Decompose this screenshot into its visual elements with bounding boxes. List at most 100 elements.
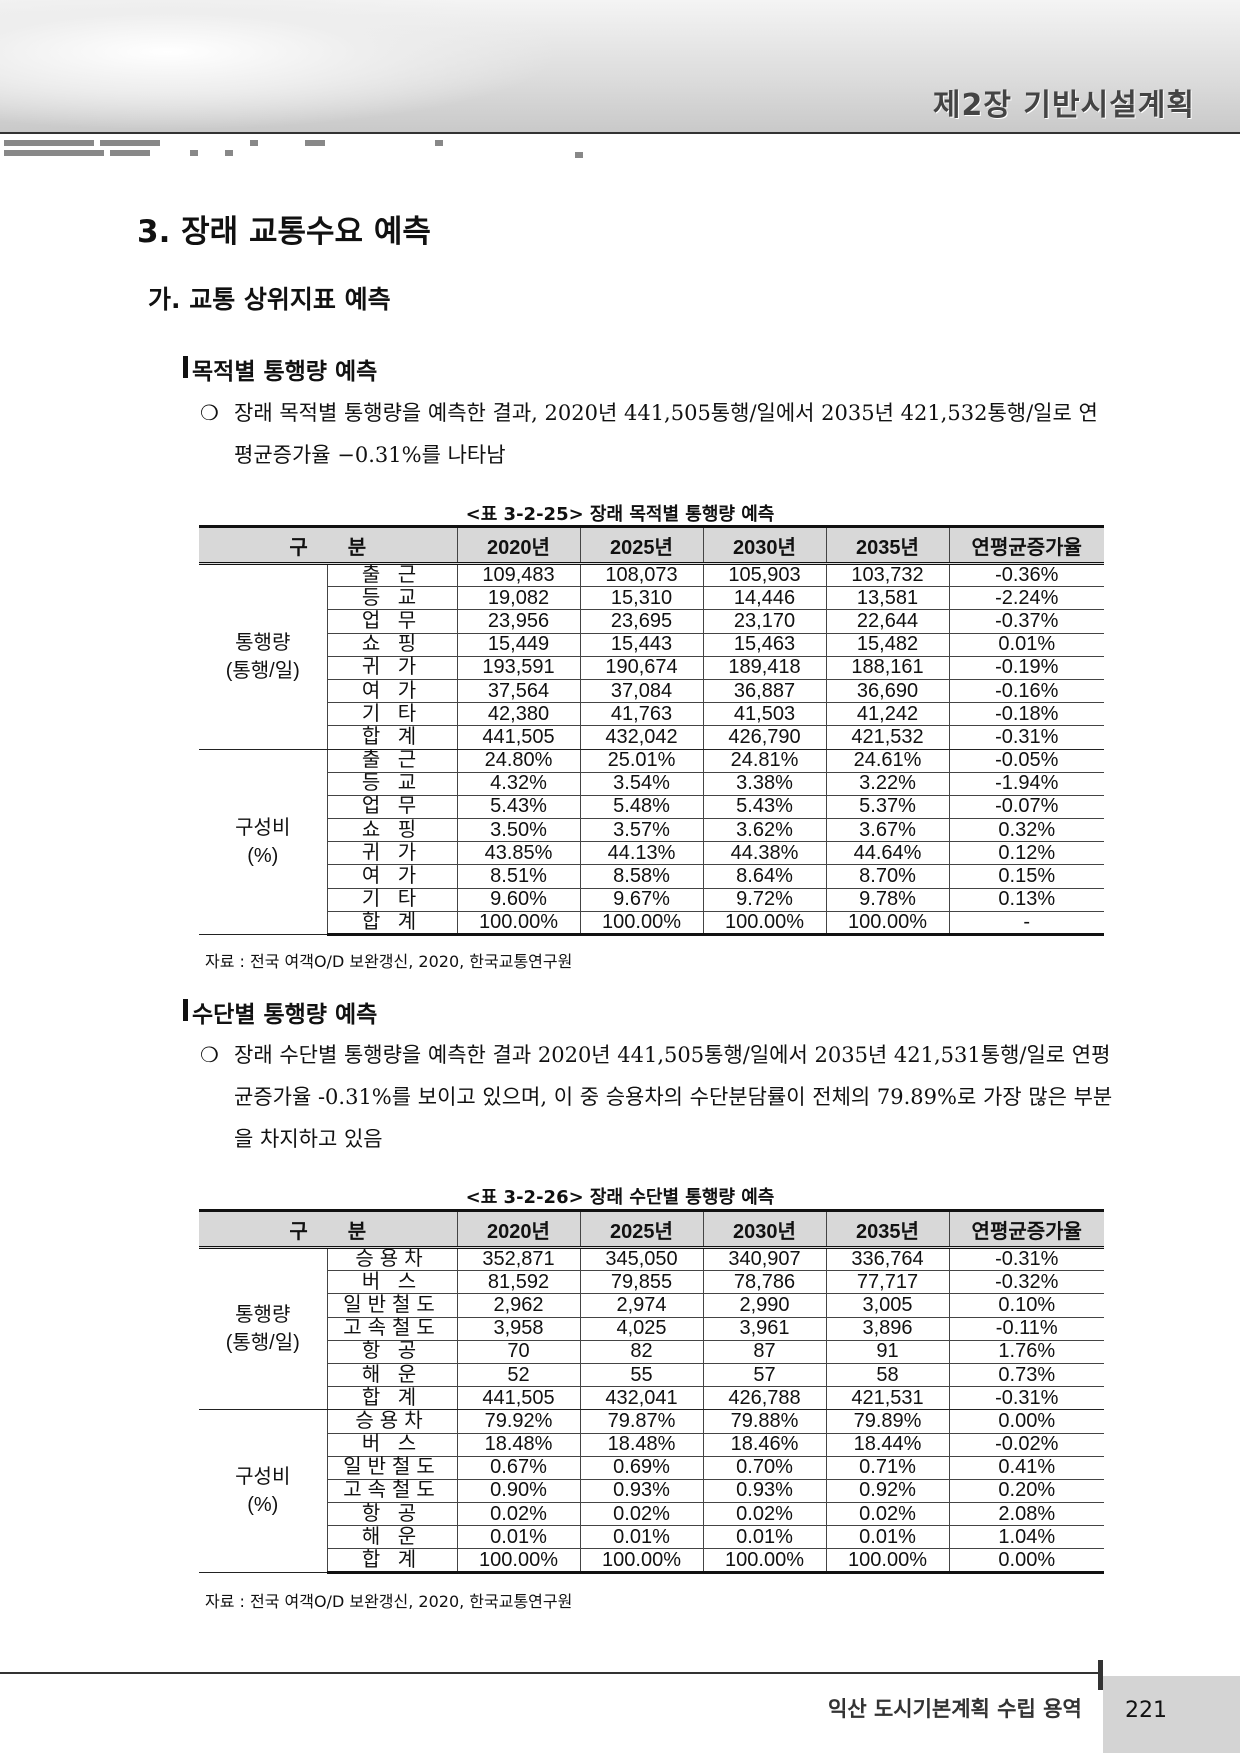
table-cell: 82: [579, 1340, 703, 1364]
table-row: 쇼 핑 3.50% 3.57% 3.62% 3.67% 0.32%: [199, 818, 1104, 843]
table-cell: -0.16%: [948, 679, 1104, 704]
table-cell: 79.92%: [456, 1409, 580, 1434]
chapter-title: 제2장 기반시설계획: [932, 88, 1195, 123]
table-cell: 3.50%: [456, 818, 580, 843]
table-cell: 336,764: [825, 1247, 949, 1272]
mode-heading: 수단별 통행량 예측: [182, 995, 377, 1029]
table-cell: 105,903: [702, 563, 826, 588]
row-label: 업 무: [326, 795, 457, 820]
table-cell: -0.32%: [948, 1270, 1104, 1295]
table-cell: 0.41%: [948, 1456, 1104, 1480]
table-cell: 91: [825, 1340, 949, 1364]
table-cell: 15,449: [456, 633, 580, 657]
purpose-heading: 목적별 통행량 예측: [182, 352, 377, 386]
row-label: 쇼 핑: [326, 818, 457, 843]
table-cell: 108,073: [579, 563, 703, 588]
table-cell: 432,042: [579, 725, 703, 750]
table-row: 버 스 18.48% 18.48% 18.46% 18.44% -0.02%: [199, 1433, 1104, 1457]
table-cell: 79,855: [579, 1270, 703, 1295]
table-cell: 79.88%: [702, 1409, 826, 1434]
table-row: 통행량 (통행/일) 출 근 109,483 108,073 105,903 103,73…: [199, 563, 1104, 750]
table-cell: 15,482: [825, 633, 949, 657]
table-cell: 55: [579, 1363, 703, 1388]
table-cell: 81,592: [456, 1270, 580, 1295]
table-cell: 19,082: [456, 586, 580, 611]
table-row: 고속철도 3,958 4,025 3,961 3,896 -0.11%: [199, 1317, 1104, 1341]
row-label: 승용차: [326, 1409, 457, 1434]
row-label: 승용차: [326, 1247, 457, 1272]
table-cell: 5.43%: [456, 795, 580, 820]
table-row: 합 계 100.00% 100.00% 100.00% 100.00% 0.00%: [199, 1548, 1104, 1574]
header-row: 구 분 2020년 2025년 2030년 2035년 연평균증가율: [199, 525, 1104, 565]
footer-divider: [0, 1672, 1100, 1674]
table-cell: 9.67%: [579, 888, 703, 912]
table-row: 일반철도 2,962 2,974 2,990 3,005 0.10%: [199, 1293, 1104, 1318]
table-cell: 15,443: [579, 633, 703, 657]
table-cell: 189,418: [702, 656, 826, 680]
row-label: 등 교: [326, 772, 457, 796]
table-cell: 58: [825, 1363, 949, 1388]
table-cell: 8.64%: [702, 864, 826, 889]
table-row: 합 계 441,505 432,041 426,788 421,531 -0.31%: [199, 1386, 1104, 1411]
table-cell: 1.76%: [948, 1340, 1104, 1364]
table-cell: -2.24%: [948, 586, 1104, 611]
table-cell: 9.72%: [702, 888, 826, 912]
table-cell: 0.02%: [579, 1502, 703, 1527]
table-cell: 441,505: [456, 725, 580, 750]
table-cell: -0.31%: [948, 725, 1104, 750]
circle-bullet-icon: ❍: [200, 401, 219, 425]
table-cell: 3.57%: [579, 818, 703, 843]
table-cell: 23,170: [702, 609, 826, 634]
table-row: 구성비 (%) 출 근 24.80% 25.01% 24.81% 24.61% -0.05%: [199, 749, 1104, 935]
row-label: 등 교: [326, 586, 457, 611]
header-row: 구 분 2020년 2025년 2030년 2035년 연평균증가율: [199, 1209, 1104, 1249]
table-cell: 0.12%: [948, 841, 1104, 866]
table-row: 기 타 9.60% 9.67% 9.72% 9.78% 0.13%: [199, 888, 1104, 912]
table-cell: 18.48%: [456, 1433, 580, 1457]
table-cell: -0.11%: [948, 1317, 1104, 1341]
column-header: 연평균증가율: [948, 525, 1104, 565]
table-row: 항 공 70 82 87 91 1.76%: [199, 1340, 1104, 1364]
table-cell: -0.18%: [948, 702, 1104, 727]
row-label: 기 타: [326, 702, 457, 727]
page-header-banner: 제2장 기반시설계획: [0, 0, 1240, 134]
row-label: 항 공: [326, 1502, 457, 1527]
section-title: 3. 장래 교통수요 예측: [137, 214, 431, 250]
table-cell: 15,310: [579, 586, 703, 611]
table-cell: -0.36%: [948, 563, 1104, 588]
table-cell: -0.31%: [948, 1247, 1104, 1272]
table-cell: 109,483: [456, 563, 580, 588]
table-cell: 352,871: [456, 1247, 580, 1272]
table-cell: 24.81%: [702, 749, 826, 773]
row-label: 일반철도: [326, 1293, 457, 1318]
table-cell: 0.00%: [948, 1548, 1104, 1574]
table-cell: 0.93%: [579, 1479, 703, 1504]
table-cell: 37,084: [579, 679, 703, 704]
row-label: 여 가: [326, 679, 457, 704]
row-label: 고속철도: [326, 1317, 457, 1341]
table-row: 합 계 100.00% 100.00% 100.00% 100.00% -: [199, 911, 1104, 937]
table-row: 귀 가 193,591 190,674 189,418 188,161 -0.19%: [199, 656, 1104, 680]
table-cell: 18.44%: [825, 1433, 949, 1457]
table-cell: 24.61%: [825, 749, 949, 773]
circle-bullet-icon: ❍: [200, 1043, 219, 1067]
table-cell: 190,674: [579, 656, 703, 680]
table-cell: 0.67%: [456, 1456, 580, 1480]
table-cell: 0.71%: [825, 1456, 949, 1480]
purpose-table-source: 자료 : 전국 여객O/D 보완갱신, 2020, 한국교통연구원: [205, 952, 573, 971]
purpose-paragraph: ❍ 장래 목적별 통행량을 예측한 결과, 2020년 441,505통행/일에…: [200, 392, 1115, 476]
row-label: 쇼 핑: [326, 633, 457, 657]
table-row: 합 계 441,505 432,042 426,790 421,532 -0.31%: [199, 725, 1104, 750]
table-row: 해 운 52 55 57 58 0.73%: [199, 1363, 1104, 1388]
table-cell: 3,005: [825, 1293, 949, 1318]
table-cell: 0.10%: [948, 1293, 1104, 1318]
column-header: 2030년: [702, 525, 826, 565]
table-row: 고속철도 0.90% 0.93% 0.93% 0.92% 0.20%: [199, 1479, 1104, 1504]
table-cell: 3.22%: [825, 772, 949, 796]
table-cell: 100.00%: [456, 911, 580, 937]
table-row: 구성비 (%) 승용차 79.92% 79.87% 79.88% 79.89% 0.00%: [199, 1409, 1104, 1573]
row-label: 출 근: [326, 749, 457, 773]
table-cell: 41,242: [825, 702, 949, 727]
table-cell: 18.48%: [579, 1433, 703, 1457]
table-cell: 22,644: [825, 609, 949, 634]
